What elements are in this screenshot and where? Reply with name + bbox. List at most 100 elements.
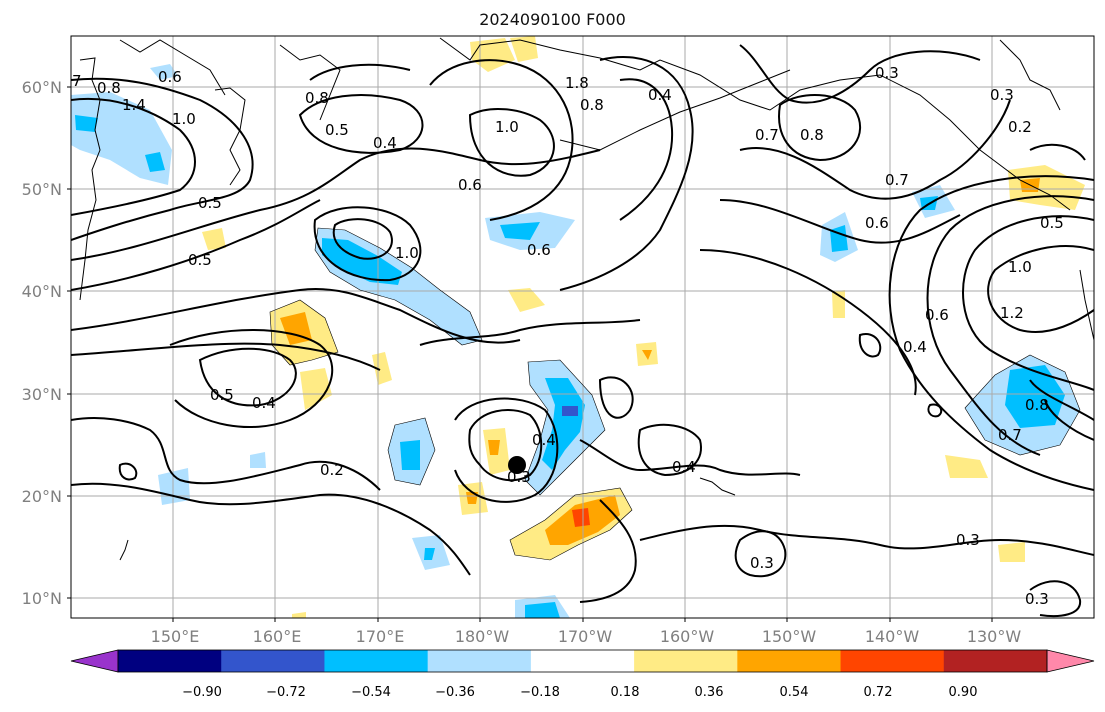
contour-label: 0.4 [532, 431, 556, 449]
shade-positive-top [470, 38, 515, 72]
colorbar-cell [118, 650, 222, 672]
contour-label: 0.4 [648, 86, 672, 104]
contour-label: 0.8 [1025, 396, 1049, 414]
contour-label: 0.6 [925, 306, 949, 324]
lat-label: 30°N [22, 385, 62, 404]
shade-positive-30n-b [372, 352, 392, 385]
lon-label: 150°W [762, 627, 817, 646]
contour-label: 0.3 [1025, 590, 1049, 608]
contour-label: 0.5 [1040, 214, 1064, 232]
lat-label: 40°N [22, 282, 62, 301]
contour-label: 0.6 [458, 176, 482, 194]
shade-positive-22n-e [945, 455, 988, 478]
colorbar-tick-label: 0.18 [611, 685, 640, 700]
contour-label: 0.7 [755, 126, 779, 144]
lat-label: 20°N [22, 487, 62, 506]
shade-negative-nw [71, 92, 172, 185]
tick-marks [67, 86, 993, 622]
contour-label: 0.8 [580, 96, 604, 114]
contour-label: 0.5 [325, 121, 349, 139]
shade-positive-storm-core [488, 440, 500, 455]
shade-positive-125w [1008, 165, 1085, 210]
contour-label: 0.4 [672, 458, 696, 476]
contour-label: 0.3 [956, 531, 980, 549]
colorbar-cell [1046, 649, 1095, 673]
colorbar-frame [117, 649, 1048, 673]
contour-label: 0.7 [998, 426, 1022, 444]
shade-positive-top2 [510, 36, 538, 62]
contour-label: 7 [72, 72, 82, 90]
lon-label: 160°E [253, 627, 302, 646]
colorbar-cell [70, 649, 119, 673]
contour-label: 0.3 [875, 64, 899, 82]
lon-label: 130°W [967, 627, 1022, 646]
shade-negative-15n-core [424, 548, 435, 560]
colorbar-cell [634, 650, 738, 672]
shade-positive-40n [508, 288, 545, 312]
colorbar-tick-label: −0.54 [351, 685, 391, 700]
shade-outlines [269, 227, 1081, 561]
contour-label: 1.0 [172, 110, 196, 128]
contour-label: 1.0 [495, 118, 519, 136]
colorbar-cell [324, 650, 429, 672]
shade-negative-nw-core2 [145, 152, 165, 172]
contour-labels: 7 0.8 0.6 1.4 1.0 0.8 0.5 0.4 1.0 1.8 0.… [72, 64, 1064, 608]
colorbar-tick-label: 0.54 [780, 685, 809, 700]
shade-negative-172w-core [542, 378, 585, 470]
colorbar-cell [737, 650, 842, 672]
longitude-labels: 150°E 160°E 170°E 180°W 170°W 160°W 150°… [151, 627, 1022, 646]
colorbar-tick-label: 0.72 [864, 685, 893, 700]
contour-label: 0.8 [305, 89, 329, 107]
gridlines [71, 36, 1094, 618]
colorbar-cell [427, 650, 532, 672]
contour-label: 0.8 [97, 79, 121, 97]
map-title: 2024090100 F000 [479, 10, 626, 29]
shade-negative-10n-core [525, 602, 560, 618]
contour-label: 0.5 [198, 194, 222, 212]
colorbar-tick-label: −0.90 [182, 685, 222, 700]
colorbar: −0.90 −0.72 −0.54 −0.36 −0.18 0.18 0.36 … [70, 649, 1095, 700]
lat-label: 10°N [22, 589, 62, 608]
colorbar-cell [530, 650, 635, 672]
colorbar-tick-label: 0.90 [949, 685, 978, 700]
contour-label: 0.3 [990, 86, 1014, 104]
contour-label: 1.8 [565, 74, 589, 92]
contour-label: 0.6 [158, 68, 182, 86]
contour-lines [71, 44, 1094, 618]
colorbar-tick-label: −0.36 [435, 685, 475, 700]
contour-label: 0.7 [885, 171, 909, 189]
contour-label: 0.4 [252, 394, 276, 412]
shade-negative-178e-core [400, 440, 420, 470]
contour-label: 0.5 [188, 251, 212, 269]
contour-label: 0.2 [1008, 118, 1032, 136]
map-plot-area: 7 0.8 0.6 1.4 1.0 0.8 0.5 0.4 1.0 1.8 0.… [71, 36, 1094, 618]
lon-label: 160°W [660, 627, 715, 646]
shade-positive-33n-core [642, 350, 652, 360]
shade-negative-22n-b [250, 452, 266, 468]
contour-label: 0.2 [320, 461, 344, 479]
lat-label: 50°N [22, 180, 62, 199]
shade-negative-128w-core [1005, 365, 1065, 428]
colorbar-tick-label: 0.36 [695, 685, 724, 700]
colorbar-cells [70, 649, 1095, 673]
shade-negative-172w-deep [562, 406, 578, 416]
contour-label: 0.5 [210, 386, 234, 404]
contour-label: 1.4 [122, 96, 146, 114]
lon-label: 170°W [558, 627, 613, 646]
shade-negative-top [150, 64, 178, 80]
contour-label: 0.6 [527, 241, 551, 259]
shaded-fields [71, 36, 1085, 618]
colorbar-cell [221, 650, 325, 672]
contour-label: 0.4 [903, 338, 927, 356]
shade-positive-170w-18n-deep [572, 508, 590, 527]
colorbar-ticks: −0.90 −0.72 −0.54 −0.36 −0.18 0.18 0.36 … [182, 685, 977, 700]
lon-label: 180°W [455, 627, 510, 646]
contour-label: 1.0 [1008, 258, 1032, 276]
colorbar-tick-label: −0.18 [520, 685, 560, 700]
storm-position-marker [508, 456, 526, 474]
contour-label: 1.2 [1000, 304, 1024, 322]
contour-label: 0.6 [865, 214, 889, 232]
shade-negative-nw-core [75, 115, 98, 132]
colorbar-tick-label: −0.72 [266, 685, 306, 700]
